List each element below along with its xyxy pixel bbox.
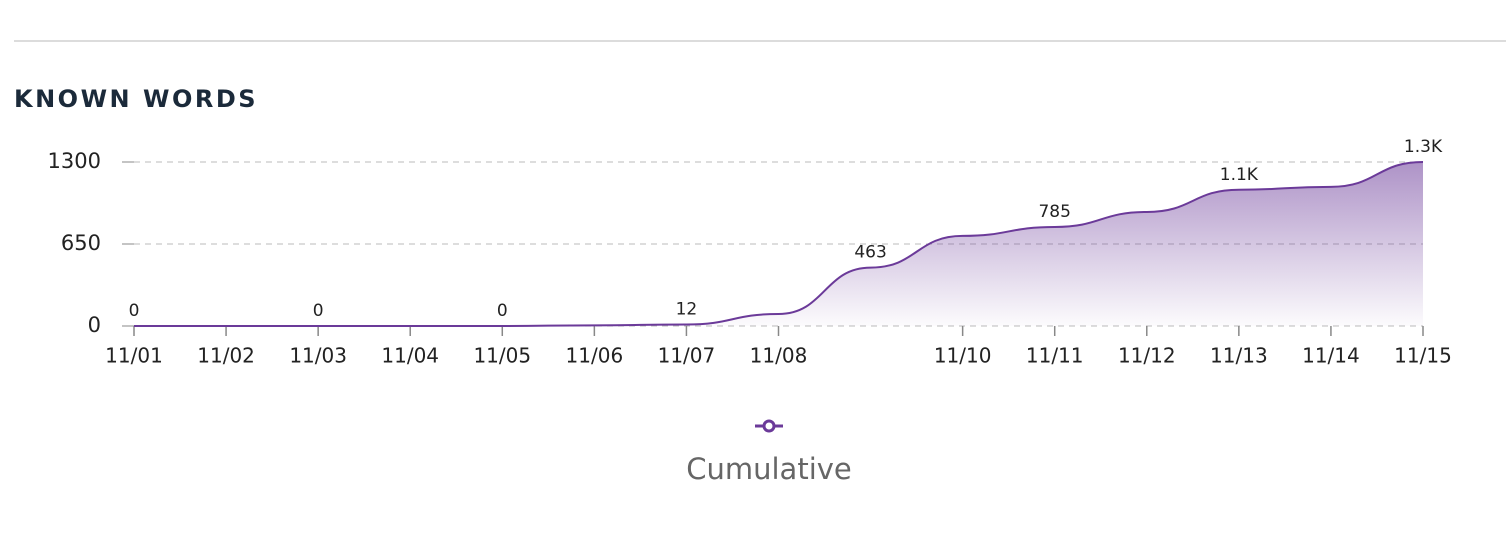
data-label: 12 [676,299,698,319]
x-tick-label: 11/01 [105,344,163,368]
legend: Cumulative [686,419,852,486]
x-tick-label: 11/06 [566,344,624,368]
data-label: 0 [129,301,140,321]
data-label: 463 [854,243,886,263]
y-tick-label: 1300 [48,149,101,173]
legend-marker [762,419,776,433]
x-tick-label: 11/11 [1026,344,1084,368]
x-tick-label: 11/15 [1394,344,1452,368]
x-tick-label: 11/12 [1118,344,1176,368]
data-label: 785 [1038,202,1070,222]
area-fill [134,162,1423,326]
data-label: 0 [313,301,324,321]
data-label: 1.1K [1220,165,1259,185]
x-tick-label: 11/05 [473,344,531,368]
data-label: 0 [497,301,508,321]
line [134,161,1424,328]
y-tick-label: 650 [61,231,101,255]
x-tick-label: 11/14 [1302,344,1360,368]
x-tick-label: 11/08 [750,344,808,368]
chart-title: KNOWN WORDS [14,85,258,113]
data-label: 1.3K [1404,137,1443,157]
x-tick-label: 11/10 [934,344,992,368]
x-tick-label: 11/04 [381,344,439,368]
x-tick-label: 11/13 [1210,344,1268,368]
legend-label: Cumulative [686,452,852,486]
x-tick-label: 11/07 [658,344,716,368]
x-tick-label: 11/02 [197,344,255,368]
x-tick-label: 11/03 [289,344,347,368]
y-tick-label: 0 [88,313,101,337]
